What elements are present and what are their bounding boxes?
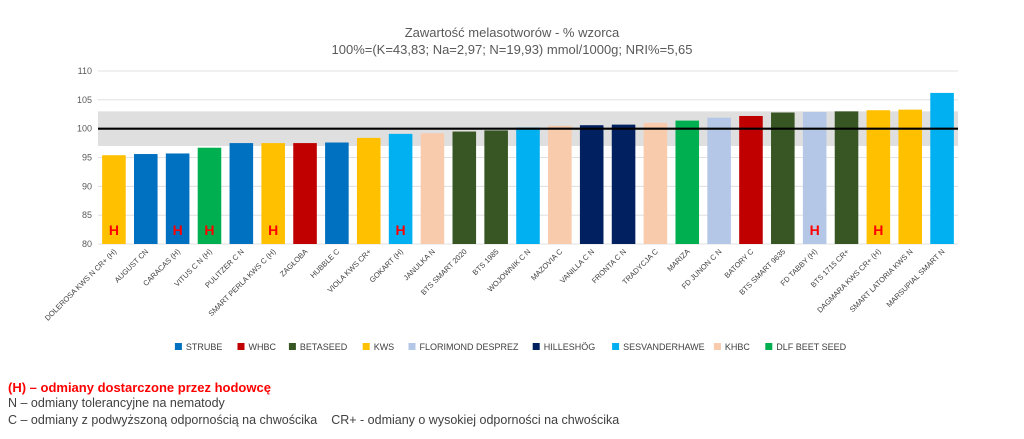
- bar: [802, 111, 827, 245]
- bar: [229, 143, 254, 244]
- y-tick-label: 100: [77, 124, 92, 134]
- bar: [516, 127, 540, 244]
- chart-title: Zawartość melasotworów - % wzorca: [405, 25, 620, 40]
- h-marker: H: [109, 222, 119, 238]
- legend-label: DLF BEET SEED: [776, 342, 846, 352]
- y-tick-label: 110: [78, 66, 92, 76]
- legend-label: BETASEED: [300, 342, 348, 352]
- chart: Zawartość melasotworów - % wzorca 100%=(…: [43, 25, 958, 352]
- x-tick-label: DAGMARA KWS CR+ (H): [815, 247, 883, 315]
- legend-label: SESVANDERHAWE: [623, 342, 705, 352]
- legend-swatch: [765, 343, 773, 350]
- bar: [866, 110, 891, 244]
- legend-swatch: [288, 343, 296, 350]
- legend-swatch: [237, 343, 245, 350]
- bar: [452, 131, 477, 244]
- note-n: N – odmiany tolerancyjne na nematody: [8, 396, 225, 410]
- notes: (H) – odmiany dostarczone przez hodowcę …: [8, 380, 619, 430]
- bar: [643, 122, 668, 244]
- x-tick-label: SMART LATORIA KWS N: [848, 247, 915, 314]
- legend-swatch: [713, 343, 721, 350]
- bar: [325, 142, 349, 244]
- bar: [548, 125, 572, 244]
- legend-swatch: [408, 343, 416, 350]
- bars: [102, 92, 954, 245]
- bar: [898, 109, 923, 245]
- h-marker: H: [268, 222, 278, 238]
- bar: [579, 125, 604, 244]
- bar: [388, 133, 413, 244]
- y-tick-label: 85: [82, 210, 92, 220]
- h-marker: H: [873, 222, 883, 238]
- x-tick-label: BATORY C: [723, 247, 756, 280]
- x-tick-label: GOKART (H): [368, 247, 406, 285]
- y-tick-label: 105: [77, 95, 92, 105]
- x-tick-label: BTS 1985: [471, 247, 501, 277]
- legend-label: HILLESHÖG: [544, 342, 596, 352]
- legend-label: KHBC: [725, 342, 751, 352]
- bar: [611, 124, 636, 244]
- legend-swatch: [612, 343, 620, 350]
- legend-label: WHBC: [249, 342, 277, 352]
- bar: [165, 153, 190, 244]
- bar: [261, 143, 285, 244]
- note-h: (H) – odmiany dostarczone przez hodowcę: [8, 380, 271, 395]
- bar: [133, 154, 158, 244]
- h-marker: H: [173, 222, 183, 238]
- h-marker: H: [810, 222, 820, 238]
- x-tick-label: MARIZA: [665, 247, 691, 273]
- y-tick-label: 80: [82, 239, 92, 249]
- bar: [484, 130, 508, 244]
- x-tick-label: HUBBLE C: [308, 247, 341, 280]
- bar: [930, 92, 954, 244]
- bar: [739, 115, 763, 244]
- bar: [197, 147, 222, 244]
- x-tick-label: ZAGŁOBA: [278, 247, 309, 278]
- note-c-text: C – odmiany z podwyższoną odpornością na…: [8, 413, 318, 427]
- bar: [771, 112, 795, 245]
- bar: [707, 117, 731, 244]
- bar: [420, 133, 445, 244]
- legend-swatch: [532, 343, 540, 350]
- legend: STRUBE WHBC BETASEED KWS FLORIMOND DESPREZ HI…: [174, 342, 847, 352]
- bar: [293, 143, 317, 244]
- bar: [834, 111, 859, 244]
- h-marker: H: [204, 222, 214, 238]
- x-tick-label: DOLEROSA KWS N CR+ (H): [43, 247, 119, 323]
- x-tick-label: MARSUPIAL SMART N: [885, 247, 947, 309]
- note-c: C – odmiany z podwyższoną odpornością na…: [8, 413, 619, 430]
- bar: [356, 137, 381, 244]
- note-crplus-text: CR+ - odmiany o wysokiej odporności na c…: [331, 413, 620, 427]
- x-tick-label: SMART PERLA KWS C (H): [207, 247, 278, 318]
- bar: [102, 155, 126, 244]
- y-tick-label: 95: [82, 153, 92, 163]
- legend-swatch: [362, 343, 370, 350]
- legend-label: STRUBE: [186, 342, 223, 352]
- y-tick-label: 90: [82, 181, 92, 191]
- bar: [675, 120, 700, 244]
- legend-label: KWS: [374, 342, 395, 352]
- chart-subtitle: 100%=(K=43,83; Na=2,97; N=19,93) mmol/10…: [332, 42, 693, 57]
- legend-swatch: [174, 343, 182, 350]
- legend-label: FLORIMOND DESPREZ: [420, 342, 520, 352]
- h-marker: H: [396, 222, 406, 238]
- y-axis-ticks: 80 85 90 95 100 105 110: [77, 66, 92, 249]
